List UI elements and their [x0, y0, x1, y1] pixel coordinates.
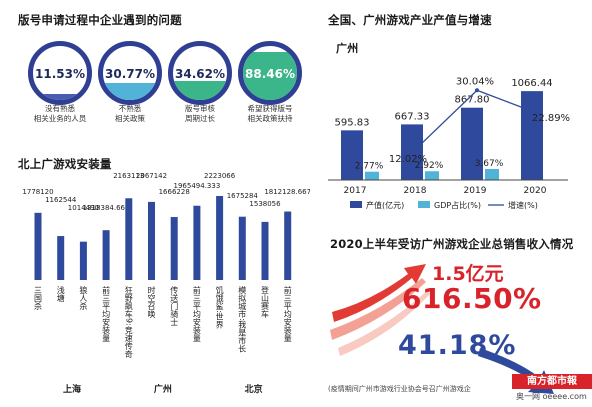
sales-title: 2020上半年受访广州游戏企业总销售收入情况 — [330, 237, 574, 251]
gdp-bar — [485, 168, 499, 180]
site-logo: 奥一网 oeeee.com — [516, 392, 587, 401]
gdp-bar — [425, 171, 439, 180]
ring-label-3: 希望获得版号 相关政策扶持 — [247, 104, 293, 123]
year-tick: 2017 — [344, 186, 367, 196]
gdp-label: 3.67% — [475, 159, 504, 169]
install-category-label: 三国杀 — [34, 286, 43, 310]
gdp-label: 2.92% — [415, 161, 444, 171]
install-category-label: 前三平均安装量 — [283, 285, 292, 342]
install-bar — [238, 216, 246, 280]
install-value-label: 2067142 — [136, 172, 167, 180]
install-bar — [125, 198, 133, 280]
rising-arrow-icon — [330, 264, 430, 356]
install-category-label: 狂野飙车9:竞速传奇 — [124, 285, 133, 359]
install-value-label: 1014490 — [68, 204, 99, 212]
install-value-label: 2223066 — [204, 172, 236, 180]
install-category-label: 前三平均安装量 — [102, 285, 111, 342]
ring-percent: 34.62% — [175, 67, 225, 81]
legend-swatch — [350, 201, 362, 208]
growth-region: 广州 — [336, 42, 359, 55]
install-bar — [284, 211, 292, 280]
install-value-label: 1778120 — [22, 188, 53, 196]
value-bar — [521, 91, 543, 180]
companies-title: 北上广游戏安装量 — [18, 157, 112, 171]
ring-2: 34.62% — [168, 41, 232, 105]
city-label: 上海 — [63, 383, 81, 395]
ring-percent: 30.77% — [105, 67, 155, 81]
growth-point — [475, 88, 479, 93]
install-value-label: 1965494.333 — [174, 182, 221, 190]
install-bar — [261, 221, 269, 280]
year-tick: 2019 — [464, 186, 487, 196]
install-category-label: 前三平均安装量 — [192, 285, 201, 342]
city-label: 北京 — [245, 383, 263, 395]
gdp-label: 2.77% — [355, 162, 384, 172]
growth-point — [415, 145, 419, 150]
install-value-label: 1675284 — [227, 192, 259, 200]
install-value-label: 1162544 — [45, 196, 77, 204]
install-value-label: 1666228 — [159, 188, 190, 196]
survey-title: 版号申请过程中企业遇到的问题 — [18, 13, 182, 27]
year-tick: 2020 — [524, 186, 547, 196]
gdp-bar — [365, 171, 379, 180]
ring-label-0: 没有熟悉 相关业务的人员 — [33, 104, 87, 123]
sales-source: (疫情期间广州市游戏行业协会号召广州游戏企 — [328, 385, 471, 393]
value-bar — [341, 130, 363, 180]
ring-label-1: 不熟悉 相关政策 — [115, 104, 145, 123]
install-category-label: 登山赛车 — [261, 285, 270, 319]
ring-label-2: 版号审核 周期过长 — [185, 104, 215, 123]
install-chart: 1778120 三国杀 1162544 浅塘 1014490 狼人杀 1318384.667… — [22, 172, 310, 395]
value-label: 867.80 — [455, 95, 490, 106]
value-label: 595.83 — [335, 117, 370, 128]
install-bar — [34, 212, 42, 280]
install-value-label: 1538056 — [249, 200, 281, 208]
growth-title: 全国、广州游戏产业产值与增速 — [328, 13, 492, 27]
legend-label: 产值(亿元) — [366, 200, 404, 210]
growth-label: 30.04% — [456, 76, 494, 87]
ring-3: 88.46% — [238, 41, 302, 105]
ring-fill — [173, 81, 227, 100]
legend-label: GDP占比(%) — [434, 200, 481, 210]
value-bar — [401, 124, 423, 180]
install-value-label: 1318384.667 — [83, 204, 130, 212]
legend-label: 增速(%) — [508, 200, 538, 210]
value-bar — [461, 107, 483, 180]
city-label: 广州 — [154, 383, 172, 395]
install-category-label: 传送门骑士 — [170, 285, 179, 326]
sales-up-pct: 616.50% — [402, 282, 542, 315]
install-category-label: 模拟城市:我是市长 — [238, 285, 247, 354]
install-bar — [216, 196, 224, 280]
install-bar — [148, 201, 155, 280]
newspaper-logo: 南方都市報 — [512, 374, 592, 389]
install-category-label: 饥饿鲨:世界 — [215, 285, 224, 330]
sales-down-pct: 41.18% — [398, 330, 517, 361]
legend-swatch — [418, 201, 430, 208]
install-bar — [193, 205, 201, 280]
growth-point — [535, 111, 539, 116]
ring-fill — [33, 93, 87, 100]
install-category-label: 浅塘 — [56, 285, 65, 303]
install-bar — [170, 217, 178, 280]
install-bar — [102, 230, 110, 280]
ring-0: 11.53% — [28, 41, 92, 105]
growth-label: 22.89% — [532, 113, 570, 124]
ring-fill — [103, 83, 157, 100]
value-label: 1066.44 — [511, 78, 552, 89]
install-category-label: 狼人杀 — [79, 285, 88, 310]
growth-label: 12.02% — [389, 154, 427, 165]
install-bar — [79, 241, 87, 280]
ring-percent: 88.46% — [245, 67, 295, 81]
growth-chart: 595.83 2.77% 2017 667.33 2.92% 2018 867.80 3.67… — [328, 76, 570, 210]
ring-1: 30.77% — [98, 41, 162, 105]
install-bar — [57, 236, 65, 280]
ring-percent: 11.53% — [35, 67, 85, 81]
sales-amount: 1.5亿元 — [432, 263, 504, 285]
install-category-label: 时空召唤 — [147, 285, 156, 319]
year-tick: 2018 — [404, 186, 427, 196]
install-value-label: 1812128.667 — [264, 188, 310, 196]
ring-fill — [243, 52, 297, 100]
install-value-label: 2163113 — [113, 172, 144, 180]
value-label: 667.33 — [395, 111, 430, 122]
